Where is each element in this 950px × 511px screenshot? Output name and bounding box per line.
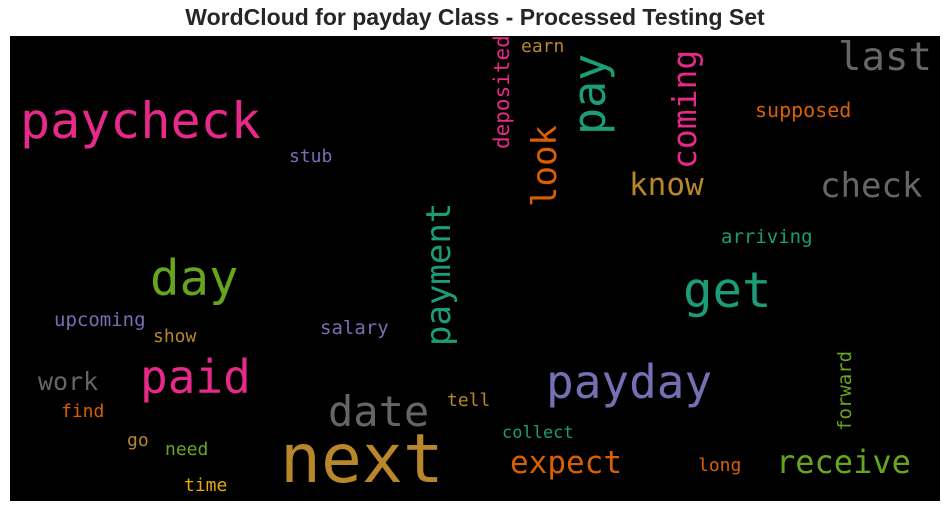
word-check: check: [820, 166, 923, 206]
word-day: day: [150, 250, 239, 307]
word-pay: pay: [563, 53, 616, 135]
word-earn: earn: [521, 36, 565, 57]
word-need: need: [165, 439, 209, 460]
word-upcoming: upcoming: [54, 309, 146, 331]
word-receive: receive: [776, 443, 911, 481]
word-paid: paid: [140, 350, 251, 404]
word-payday: payday: [546, 355, 713, 409]
word-long: long: [698, 455, 742, 476]
word-next: next: [280, 420, 444, 499]
word-payment: payment: [419, 202, 459, 346]
word-find: find: [61, 401, 105, 422]
word-work: work: [38, 367, 99, 396]
chart-title: WordCloud for payday Class - Processed T…: [185, 4, 765, 30]
word-time: time: [184, 475, 228, 496]
word-last: last: [838, 36, 932, 80]
word-stub: stub: [289, 146, 333, 167]
word-cloud: next paycheck payday get day paid pay last date p…: [10, 36, 940, 501]
word-expect: expect: [510, 445, 622, 481]
word-date: date: [328, 387, 430, 436]
word-coming: coming: [665, 49, 704, 169]
word-salary: salary: [320, 317, 389, 339]
word-paycheck: paycheck: [20, 92, 261, 150]
word-collect: collect: [502, 423, 574, 443]
word-tell: tell: [447, 390, 491, 411]
word-deposited: deposited: [490, 36, 514, 149]
word-forward: forward: [834, 350, 856, 431]
word-supposed: supposed: [755, 98, 852, 122]
word-arriving: arriving: [721, 226, 813, 248]
word-go: go: [127, 430, 149, 451]
word-get: get: [683, 262, 772, 319]
word-look: look: [525, 125, 565, 207]
word-show: show: [153, 326, 197, 347]
word-know: know: [629, 167, 704, 203]
